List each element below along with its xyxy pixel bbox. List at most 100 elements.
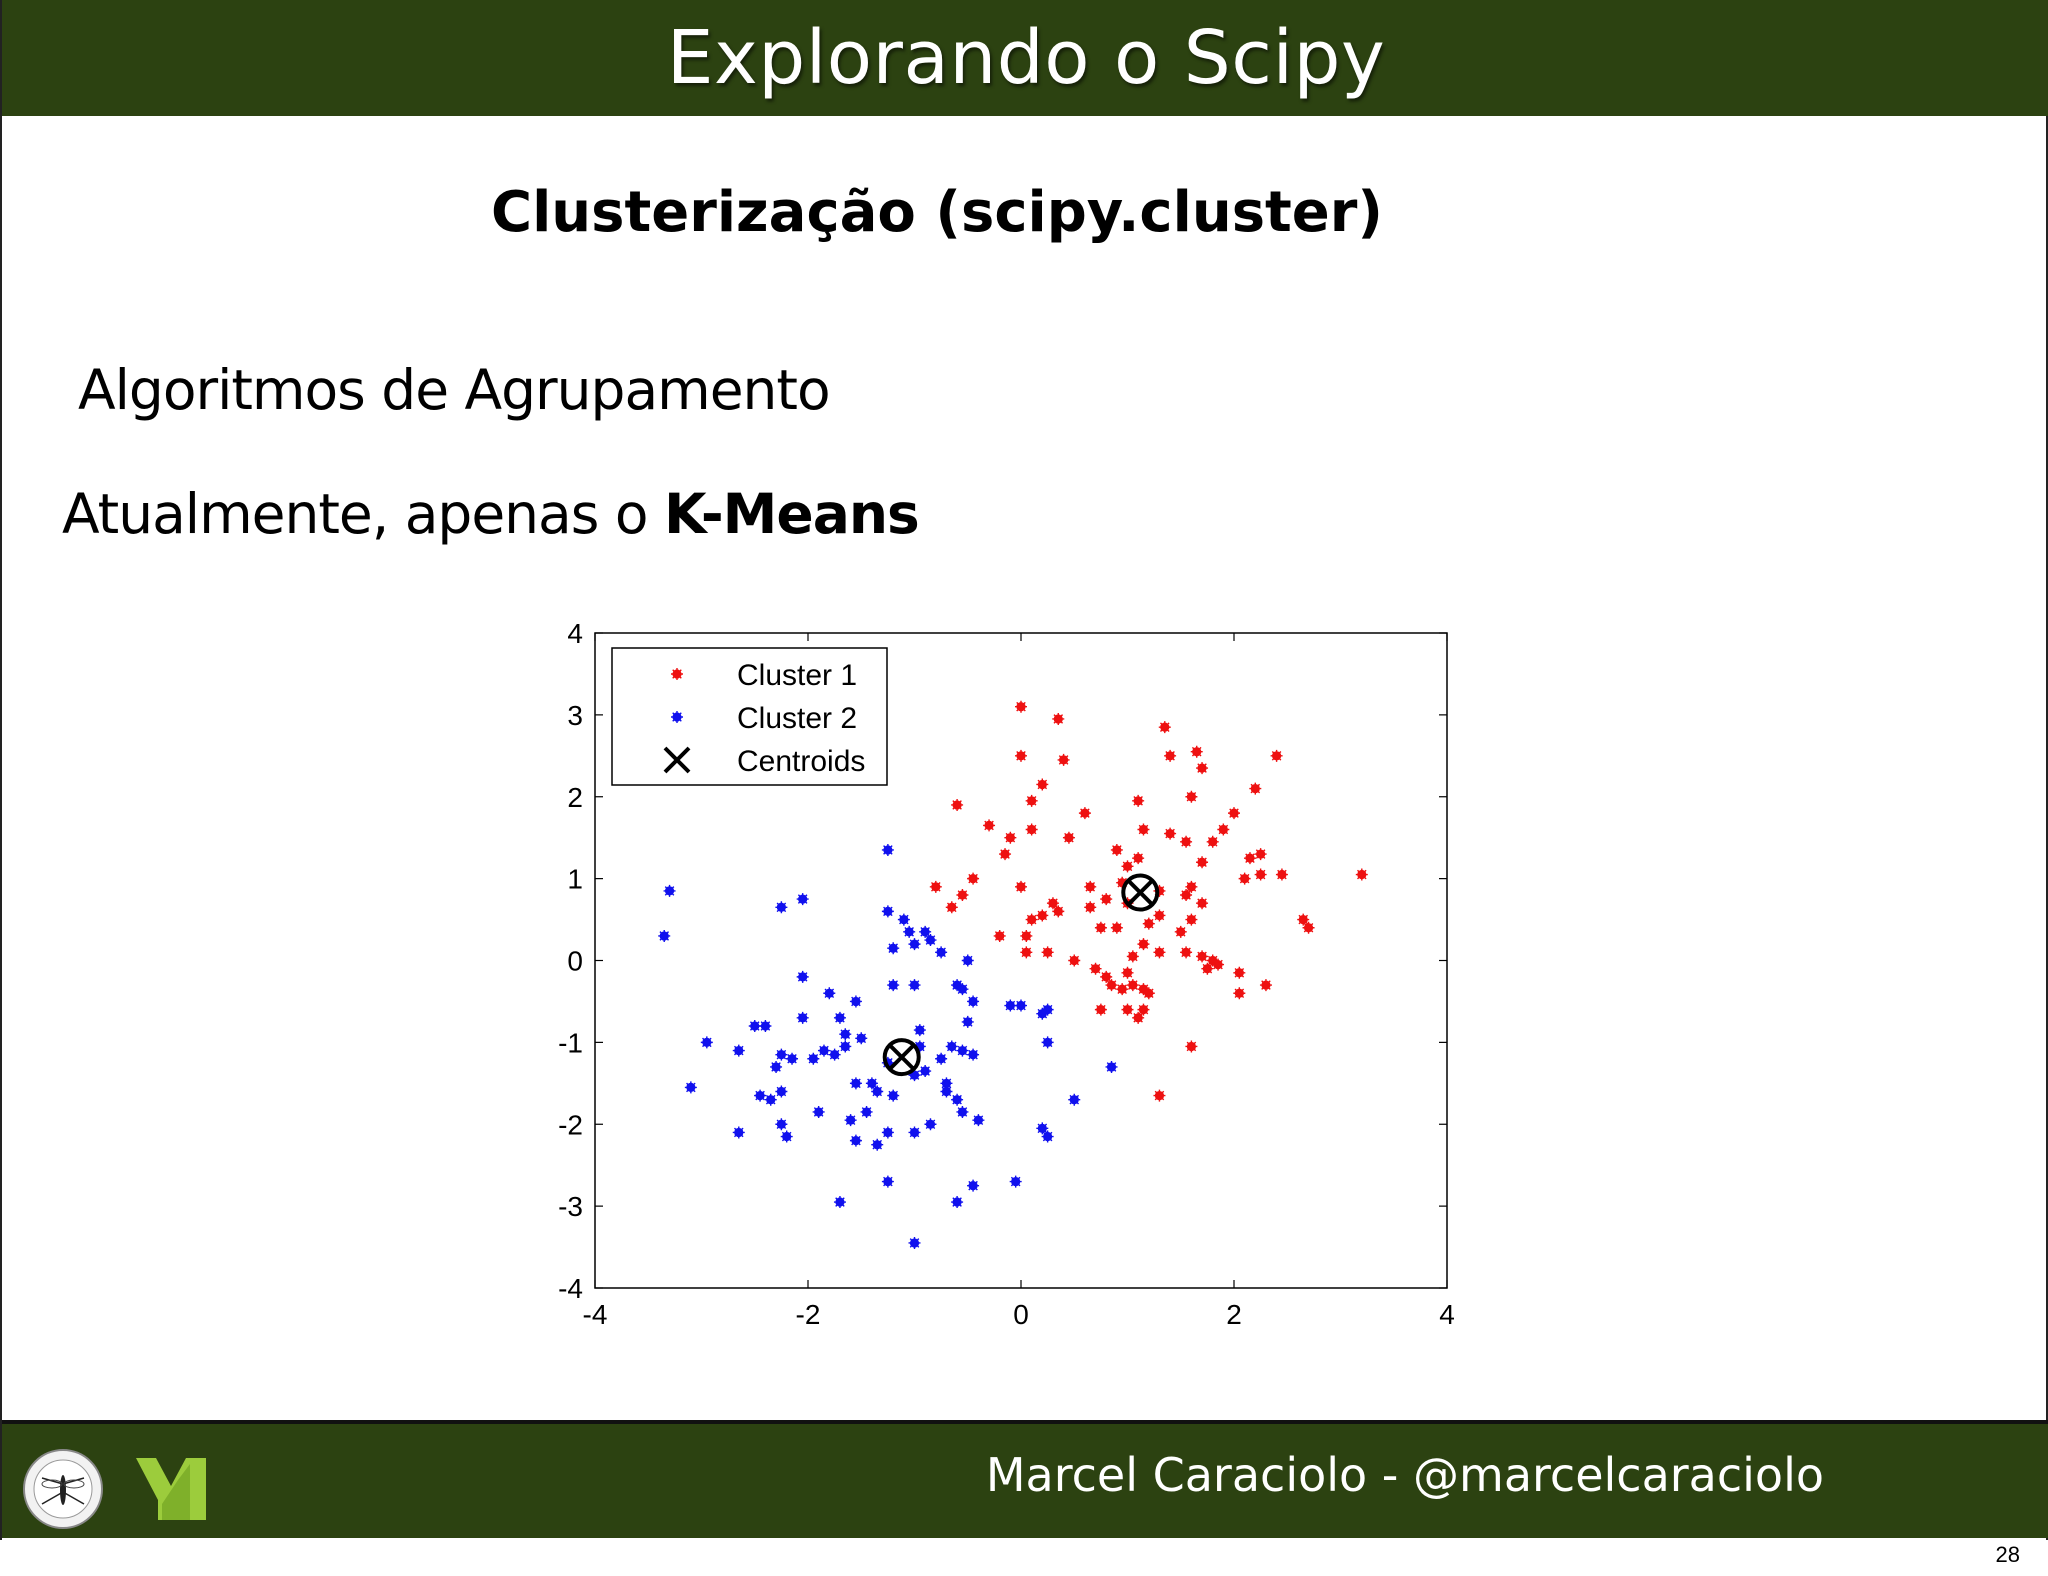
cluster-1-point-spokes: [1132, 794, 1145, 807]
cluster-1-point-spokes: [1259, 979, 1272, 992]
cluster-2-point-spokes: [919, 1065, 932, 1078]
cluster-1-point-spokes: [1142, 917, 1155, 930]
kmeans-bold: K-Means: [664, 482, 920, 546]
cluster-2-point-spokes: [849, 1077, 862, 1090]
page-number: 28: [1995, 1542, 2020, 1567]
cluster-1-point-spokes: [1025, 823, 1038, 836]
cluster-1-point-spokes: [1132, 852, 1145, 865]
cluster-2-point-spokes: [775, 1085, 788, 1098]
cluster-1-point-spokes: [1132, 1011, 1145, 1024]
legend-label: Cluster 2: [737, 702, 857, 735]
cluster-2-point-spokes: [796, 1011, 809, 1024]
chart-legend: Cluster 1 Cluster 2 Centroids: [611, 647, 888, 786]
cluster-1-point-spokes: [1206, 835, 1219, 848]
cluster-2-point-spokes: [935, 1052, 948, 1065]
y-tick-label: -1: [558, 1027, 583, 1058]
mosquito-seal-logo-icon: [23, 1449, 103, 1529]
cluster-1-point-spokes: [1254, 848, 1267, 861]
cluster-2-point-spokes: [881, 905, 894, 918]
cluster-2-point-spokes: [951, 1196, 964, 1209]
cluster-1-point-spokes: [956, 889, 969, 901]
y-tick-label: -3: [558, 1191, 583, 1222]
cluster-1-point-spokes: [1025, 794, 1038, 807]
cluster-1-point-spokes: [1233, 987, 1246, 1000]
cluster-1-point-spokes: [1110, 843, 1123, 856]
cluster-1-point-spokes: [1142, 987, 1155, 1000]
cluster-1-point-spokes: [1355, 868, 1368, 881]
cluster-1-point-spokes: [1196, 950, 1209, 963]
x-tick-label: -4: [583, 1299, 608, 1330]
cluster-1-point-spokes: [1094, 921, 1107, 934]
cluster-2-point-spokes: [764, 1093, 777, 1106]
centroid-point: [1125, 878, 1155, 907]
centroid-circle: [882, 1038, 921, 1077]
cluster-2-point-spokes: [908, 979, 921, 992]
cluster-2-point-spokes: [967, 1179, 980, 1192]
cluster-2-point-spokes: [871, 1138, 884, 1151]
cluster-2-point-spokes: [881, 1126, 894, 1139]
y-tick-label: -2: [558, 1109, 583, 1140]
cluster-1-point-spokes: [929, 880, 942, 893]
cluster-2-point-spokes: [855, 1032, 868, 1045]
cluster-1-point-spokes: [1094, 1003, 1107, 1016]
cluster-1-point-spokes: [1201, 962, 1214, 975]
cluster-1-point-spokes: [1180, 946, 1193, 959]
cluster-2-point-spokes: [956, 983, 969, 996]
cluster-2-point-spokes: [833, 1196, 846, 1209]
cluster-1-point-spokes: [1185, 880, 1198, 893]
cluster-2-point-spokes: [684, 1081, 697, 1094]
slide-title: Explorando o Scipy: [666, 15, 1386, 101]
cluster-2-point-spokes: [945, 1040, 958, 1053]
cluster-1-point-spokes: [1153, 909, 1166, 922]
cluster-1-point-spokes: [1036, 778, 1049, 791]
x-tick-label: 0: [1013, 1299, 1029, 1330]
cluster-1-point-spokes: [1078, 807, 1091, 820]
cluster-1-point-spokes: [1089, 962, 1102, 975]
cluster-2-point-spokes: [871, 1085, 884, 1098]
cluster-2-point-spokes: [924, 934, 937, 947]
legend-box: [611, 647, 888, 786]
footer-author: Marcel Caraciolo - @marcelcaraciolo: [985, 1448, 1824, 1502]
title-bar: Explorando o Scipy: [2, 0, 2048, 116]
slide: Explorando o Scipy Clusterização (scipy.…: [0, 0, 2048, 1540]
cluster-2-point-spokes: [951, 979, 964, 992]
cluster-2-point-spokes: [913, 1024, 926, 1037]
cluster-2-point-spokes: [967, 995, 980, 1008]
cluster-1-point-spokes: [1084, 880, 1097, 893]
cluster-1-point-spokes: [1041, 946, 1054, 959]
cluster-2-point-spokes: [881, 1056, 894, 1069]
cluster-1-point-spokes: [1052, 712, 1065, 725]
cluster-1-point-spokes: [1121, 860, 1134, 873]
cluster-2-point-spokes: [1015, 999, 1027, 1012]
cluster-2-point-spokes: [775, 1048, 788, 1061]
cluster-1-point-spokes: [1100, 893, 1113, 906]
cluster-1-point-spokes: [1062, 831, 1075, 844]
cluster-1-point-spokes: [1052, 905, 1065, 918]
cluster-1-point-spokes: [1020, 929, 1033, 942]
legend-marker-x: [663, 746, 691, 774]
x-tick-label: 2: [1226, 1299, 1242, 1330]
cluster-1-point-spokes: [1015, 749, 1027, 762]
cluster-2-point-spokes: [844, 1114, 857, 1127]
cluster-2-point-spokes: [1036, 1007, 1049, 1020]
cluster-1-point-spokes: [1270, 749, 1283, 762]
cluster-2-point-spokes: [967, 1048, 980, 1061]
cluster-1-point-spokes: [1164, 749, 1177, 762]
cluster-2-point-spokes: [919, 925, 932, 938]
cluster-2-point-spokes: [796, 970, 809, 983]
cluster-1-point-spokes: [1116, 876, 1129, 889]
cluster-1-point-spokes: [1174, 925, 1187, 938]
cluster-1-point-spokes: [951, 798, 964, 811]
cluster-1-point-spokes: [1121, 1003, 1134, 1016]
cluster-1-point-spokes: [1121, 966, 1134, 979]
cluster-2-point-spokes: [935, 946, 948, 959]
cluster-1-point-spokes: [1126, 979, 1139, 992]
cluster-1-point-spokes: [1116, 983, 1129, 996]
legend-label: Cluster 1: [737, 659, 857, 692]
cluster-1-point-spokes: [1137, 983, 1150, 996]
cluster-1-point-spokes: [1180, 835, 1193, 848]
cluster-2-point-spokes: [865, 1077, 878, 1090]
cluster-2-point-spokes: [940, 1085, 953, 1098]
cluster-1-point-spokes: [1254, 868, 1267, 881]
cluster-1-point-spokes: [1164, 827, 1177, 840]
